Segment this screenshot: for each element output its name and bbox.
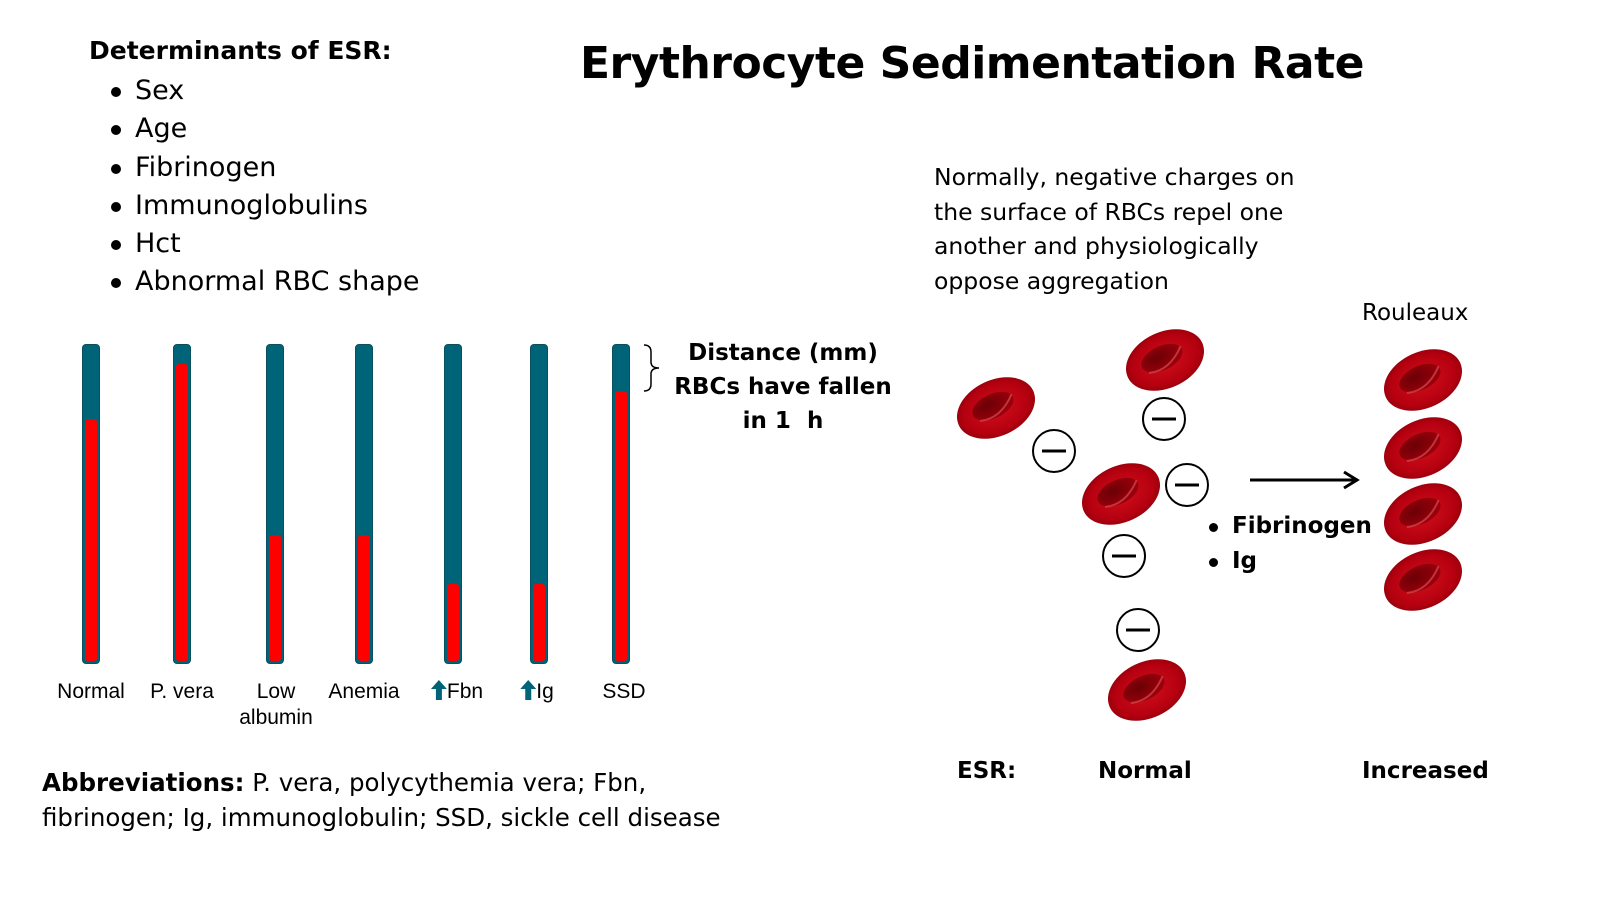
determinant-item: Abnormal RBC shape <box>108 263 420 301</box>
rbc-cell <box>1071 450 1171 538</box>
esr-increased-label: Increased <box>1362 758 1489 784</box>
tube-ssd <box>612 344 630 664</box>
rbc-cell <box>1097 646 1197 734</box>
determinant-item: Sex <box>108 72 420 110</box>
rbc-column <box>269 535 281 661</box>
abbreviations: Abbreviations: P. vera, polycythemia ver… <box>42 768 721 832</box>
tube-label: Normal <box>57 680 125 703</box>
determinants-list: Sex Age Fibrinogen Immunoglobulins Hct A… <box>108 72 420 302</box>
rbc-cell <box>1373 470 1473 558</box>
tube-ig <box>530 344 548 664</box>
tube-anemia <box>355 344 373 664</box>
factor-item: Fibrinogen <box>1207 509 1372 544</box>
tube-fbn <box>444 344 462 664</box>
negative-charge-icon <box>1031 428 1077 474</box>
tube-low-albumin <box>266 344 284 664</box>
determinant-item: Fibrinogen <box>108 149 420 187</box>
up-arrow-icon <box>430 680 447 700</box>
tube-p-vera <box>173 344 191 664</box>
tube-label: Anemia <box>328 680 400 703</box>
esr-label: ESR: <box>957 758 1017 784</box>
tube-label-fbn: Fbn <box>430 679 483 705</box>
rbc-cell <box>1373 404 1473 492</box>
rbc-cell <box>1373 536 1473 624</box>
right-arrow-icon <box>1250 470 1360 490</box>
negative-charge-icon <box>1101 533 1147 579</box>
rbc-column <box>176 364 188 661</box>
negative-charge-icon <box>1164 462 1210 508</box>
up-arrow-icon <box>520 680 537 700</box>
rbc-cell <box>1373 336 1473 424</box>
tube-normal <box>82 344 100 664</box>
rbc-cell <box>1115 316 1215 404</box>
rbc-column <box>358 535 370 661</box>
mechanism-description: Normally, negative charges on the surfac… <box>934 163 1295 295</box>
tube-label: Low albumin <box>239 680 313 729</box>
tube-label-ig: Ig <box>520 679 554 705</box>
factor-item: Ig <box>1207 544 1372 579</box>
negative-charge-icon <box>1115 607 1161 653</box>
determinant-item: Age <box>108 110 420 148</box>
determinant-item: Immunoglobulins <box>108 187 420 225</box>
determinant-item: Hct <box>108 225 420 263</box>
rbc-column <box>447 584 459 661</box>
page-title: Erythrocyte Sedimentation Rate <box>580 38 1364 89</box>
rouleaux-label: Rouleaux <box>1362 300 1469 326</box>
brace-icon <box>643 344 660 392</box>
tube-label: P. vera <box>150 680 214 703</box>
negative-charge-icon <box>1141 396 1187 442</box>
tube-label: SSD <box>602 680 646 703</box>
distance-annotation: Distance (mm) RBCs have fallen in 1 h <box>674 340 892 434</box>
rbc-cell <box>946 364 1046 452</box>
rbc-column <box>85 419 97 661</box>
esr-normal-label: Normal <box>1098 758 1192 784</box>
rbc-column <box>533 584 545 661</box>
determinants-heading: Determinants of ESR: <box>89 36 392 65</box>
aggregation-factors: Fibrinogen Ig <box>1207 509 1372 579</box>
rbc-column <box>615 391 627 661</box>
